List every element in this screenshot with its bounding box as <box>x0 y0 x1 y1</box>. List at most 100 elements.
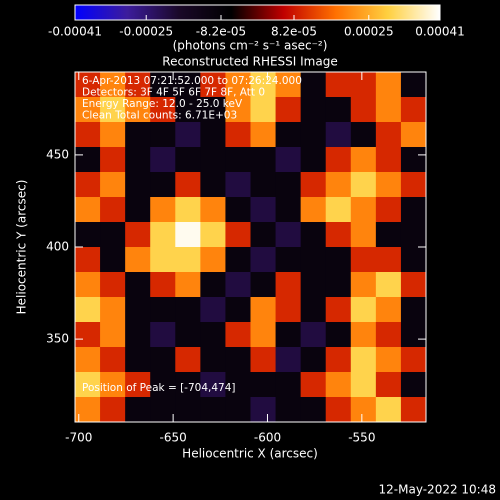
pixel <box>200 72 226 98</box>
pixel <box>325 297 352 323</box>
y-tick-label: 450 <box>46 147 69 161</box>
pixel <box>75 222 101 248</box>
pixel <box>225 222 251 248</box>
pixel <box>400 347 427 373</box>
pixel <box>125 347 151 373</box>
pixel <box>275 247 302 273</box>
pixel <box>375 222 402 248</box>
pixel <box>300 97 327 123</box>
pixel <box>350 222 377 248</box>
pixel <box>400 122 427 148</box>
pixel <box>325 172 352 198</box>
pixel <box>325 97 352 123</box>
pixel <box>125 272 151 298</box>
pixel <box>250 97 277 123</box>
pixel <box>375 172 402 198</box>
pixel <box>100 297 126 323</box>
pixel <box>125 197 151 223</box>
pixel <box>400 222 427 248</box>
pixel <box>275 297 302 323</box>
pixel <box>300 147 327 173</box>
pixel <box>225 397 251 423</box>
colorbar-tick-label: 0.00041 <box>415 25 465 39</box>
colorbar-tick-label: 0.00025 <box>344 25 394 39</box>
pixel <box>275 347 302 373</box>
pixel <box>175 272 201 298</box>
pixel <box>275 197 302 223</box>
pixel <box>400 197 427 223</box>
pixel <box>175 297 201 323</box>
pixel <box>250 272 277 298</box>
pixel <box>75 272 101 298</box>
annotation: Clean Total counts: 6.71E+03 <box>82 110 237 122</box>
pixel <box>200 272 226 298</box>
pixel <box>300 347 327 373</box>
pixel <box>175 372 201 398</box>
pixel <box>125 322 151 348</box>
pixel <box>350 197 377 223</box>
pixel <box>150 347 176 373</box>
pixel <box>150 147 176 173</box>
pixel <box>350 172 377 198</box>
pixel <box>250 347 277 373</box>
pixel <box>350 122 377 148</box>
pixel <box>400 147 427 173</box>
pixel <box>75 122 101 148</box>
pixel <box>250 172 277 198</box>
pixel <box>325 197 352 223</box>
pixel <box>150 97 176 123</box>
annotation: 6-Apr-2013 07:21:52.000 to 07:26:24.000 <box>82 75 302 87</box>
pixel <box>100 247 126 273</box>
colorbar-tick-label: -0.00041 <box>48 25 102 39</box>
pixel <box>200 122 226 148</box>
pixel <box>300 72 327 98</box>
pixel <box>300 397 327 423</box>
pixel <box>125 372 151 398</box>
pixel <box>375 247 402 273</box>
pixel <box>375 372 402 398</box>
pixel <box>350 297 377 323</box>
y-axis-label: Heliocentric Y (arcsec) <box>15 180 29 315</box>
pixel <box>125 247 151 273</box>
pixel <box>300 247 327 273</box>
pixel <box>275 372 302 398</box>
pixel <box>375 97 402 123</box>
pixel <box>200 147 226 173</box>
pixel <box>125 97 151 123</box>
pixel <box>125 147 151 173</box>
pixel <box>100 222 126 248</box>
x-tick-label: -550 <box>348 431 375 445</box>
pixel <box>250 297 277 323</box>
pixel <box>325 247 352 273</box>
pixel <box>325 122 352 148</box>
pixel <box>100 97 126 123</box>
pixel <box>200 197 226 223</box>
pixel <box>275 397 302 423</box>
pixel <box>175 322 201 348</box>
pixel <box>75 172 101 198</box>
pixel <box>250 322 277 348</box>
pixel <box>375 397 402 423</box>
pixel <box>400 247 427 273</box>
pixel <box>175 122 201 148</box>
pixel <box>400 272 427 298</box>
colorbar-label: (photons cm⁻² s⁻¹ asec⁻²) <box>173 39 328 53</box>
pixel <box>150 197 176 223</box>
image <box>75 72 427 423</box>
pixel <box>175 147 201 173</box>
pixel <box>150 372 176 398</box>
pixel <box>100 72 126 98</box>
pixel <box>350 247 377 273</box>
pixel <box>200 372 226 398</box>
pixel <box>225 97 251 123</box>
pixel <box>225 372 251 398</box>
pixel <box>200 297 226 323</box>
pixel <box>125 122 151 148</box>
pixel <box>375 147 402 173</box>
pixel <box>400 372 427 398</box>
pixel <box>200 222 226 248</box>
pixel <box>400 297 427 323</box>
pixel <box>200 397 226 423</box>
pixel <box>200 347 226 373</box>
pixel <box>125 222 151 248</box>
